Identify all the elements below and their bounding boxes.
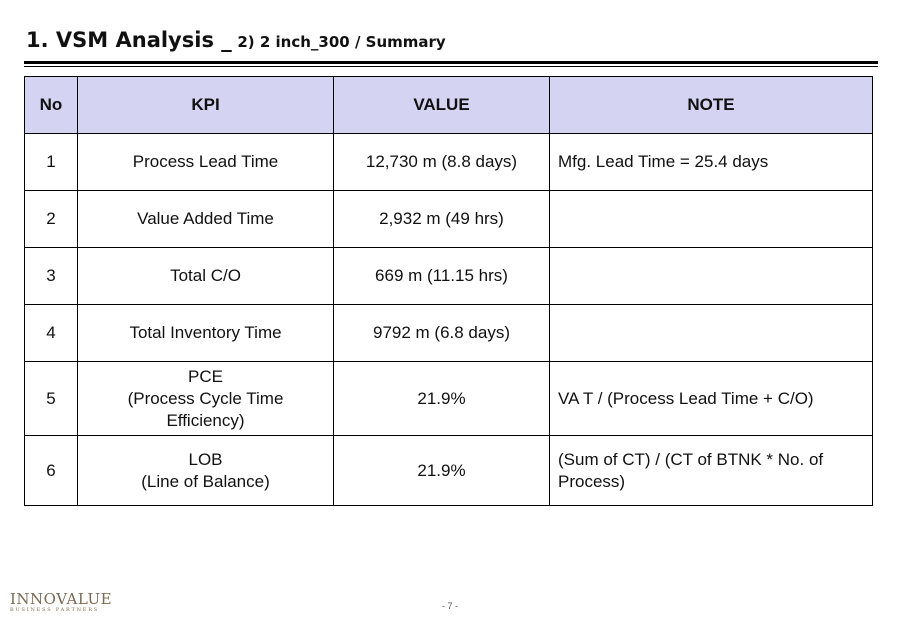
row-note: [549, 190, 873, 248]
table-header-row: No KPI VALUE NOTE: [24, 76, 873, 134]
row-no: 4: [24, 304, 78, 362]
page-number: - 7 -: [441, 601, 458, 611]
row-note: [549, 304, 873, 362]
row-value: 21.9%: [333, 435, 550, 506]
row-kpi: PCE (Process Cycle Time Efficiency): [77, 361, 334, 436]
kpi-line: PCE: [188, 366, 223, 386]
row-kpi: Process Lead Time: [77, 133, 334, 191]
row-value: 2,932 m (49 hrs): [333, 190, 550, 248]
row-value: 9792 m (6.8 days): [333, 304, 550, 362]
kpi-line: LOB: [188, 449, 223, 469]
kpi-line: Total Inventory Time: [129, 323, 282, 342]
title-main: 1. VSM Analysis _: [26, 28, 232, 52]
row-value: 21.9%: [333, 361, 550, 436]
kpi-line: Efficiency): [166, 410, 245, 430]
kpi-summary-table: No KPI VALUE NOTE 1 Process Lead Time 12…: [24, 76, 873, 506]
row-no: 6: [24, 435, 78, 506]
table-row: 6 LOB (Line of Balance) 21.9% (Sum of CT…: [24, 435, 873, 506]
row-no: 5: [24, 361, 78, 436]
kpi-line: Process Lead Time: [132, 152, 279, 171]
logo-brand: INNOVALUE: [10, 590, 113, 608]
row-value: 12,730 m (8.8 days): [333, 133, 550, 191]
title-rule-thin: [24, 66, 878, 67]
row-kpi: Total Inventory Time: [77, 304, 334, 362]
kpi-line: Value Added Time: [137, 209, 274, 228]
row-kpi: LOB (Line of Balance): [77, 435, 334, 506]
table-row: 4 Total Inventory Time 9792 m (6.8 days): [24, 304, 873, 362]
page-title: 1. VSM Analysis _ 2) 2 inch_300 / Summar…: [26, 28, 446, 52]
table-row: 5 PCE (Process Cycle Time Efficiency) 21…: [24, 361, 873, 436]
table-row: 2 Value Added Time 2,932 m (49 hrs): [24, 190, 873, 248]
column-header-kpi: KPI: [77, 76, 334, 134]
row-value: 669 m (11.15 hrs): [333, 247, 550, 305]
title-sub: 2) 2 inch_300 / Summary: [237, 33, 446, 51]
row-kpi: Value Added Time: [77, 190, 334, 248]
row-kpi: Total C/O: [77, 247, 334, 305]
kpi-line: (Line of Balance): [141, 471, 270, 491]
table-row: 1 Process Lead Time 12,730 m (8.8 days) …: [24, 133, 873, 191]
kpi-line: (Process Cycle Time: [127, 388, 284, 408]
company-logo: INNOVALUE BUSINESS PARTNERS: [10, 591, 112, 613]
logo-tagline: BUSINESS PARTNERS: [10, 607, 100, 613]
row-no: 1: [24, 133, 78, 191]
title-rule-thick: [24, 61, 878, 64]
column-header-note: NOTE: [549, 76, 873, 134]
row-no: 2: [24, 190, 78, 248]
row-note: Mfg. Lead Time = 25.4 days: [549, 133, 873, 191]
row-no: 3: [24, 247, 78, 305]
table-row: 3 Total C/O 669 m (11.15 hrs): [24, 247, 873, 305]
row-note: [549, 247, 873, 305]
row-note: (Sum of CT) / (CT of BTNK * No. of Proce…: [549, 435, 873, 506]
row-note: VA T / (Process Lead Time + C/O): [549, 361, 873, 436]
column-header-no: No: [24, 76, 78, 134]
column-header-value: VALUE: [333, 76, 550, 134]
kpi-line: Total C/O: [170, 266, 241, 285]
